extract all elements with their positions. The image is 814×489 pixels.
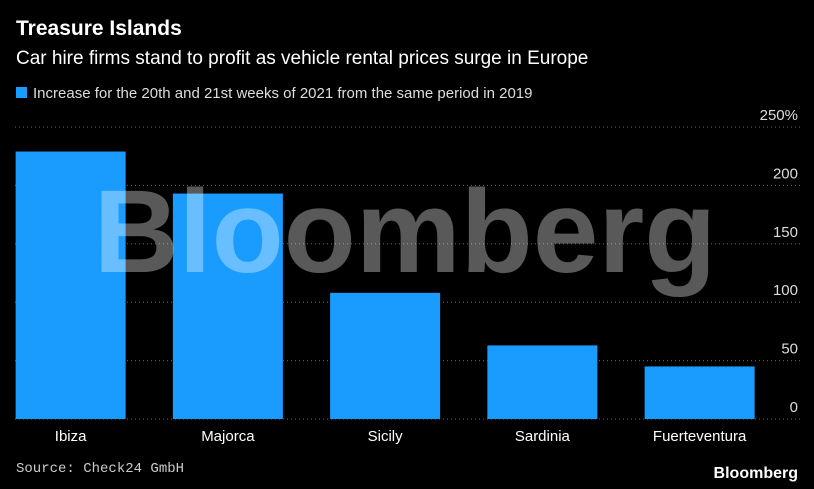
legend-swatch bbox=[16, 87, 27, 98]
x-tick-label: Sicily bbox=[368, 428, 404, 445]
bar bbox=[487, 345, 598, 419]
bar bbox=[15, 151, 126, 419]
bar bbox=[644, 366, 755, 419]
x-tick-label: Ibiza bbox=[55, 428, 87, 445]
chart-subtitle: Car hire firms stand to profit as vehicl… bbox=[16, 48, 588, 69]
x-tick-label: Sardinia bbox=[515, 428, 571, 445]
source: Source: Check24 GmbH bbox=[16, 461, 184, 477]
y-tick-label: 200 bbox=[773, 165, 798, 182]
y-tick-label: 150 bbox=[773, 224, 798, 241]
plot: 0 50 100 150 200 250% Ibiza Majorca Sicily Sardin… bbox=[15, 107, 800, 445]
y-tick-label: 250% bbox=[760, 107, 798, 124]
legend-label: Increase for the 20th and 21st weeks of … bbox=[33, 85, 532, 102]
bar bbox=[172, 193, 283, 419]
y-tick-label: 50 bbox=[781, 341, 798, 358]
y-tick-label: 100 bbox=[773, 282, 798, 299]
watermark: Bloomberg bbox=[94, 166, 717, 298]
x-tick-label: Majorca bbox=[201, 428, 255, 445]
chart-title: Treasure Islands bbox=[16, 17, 182, 40]
bar bbox=[330, 292, 441, 419]
x-tick-label: Fuerteventura bbox=[653, 428, 747, 445]
logo: Bloomberg bbox=[714, 465, 798, 482]
y-tick-label: 0 bbox=[790, 399, 798, 416]
